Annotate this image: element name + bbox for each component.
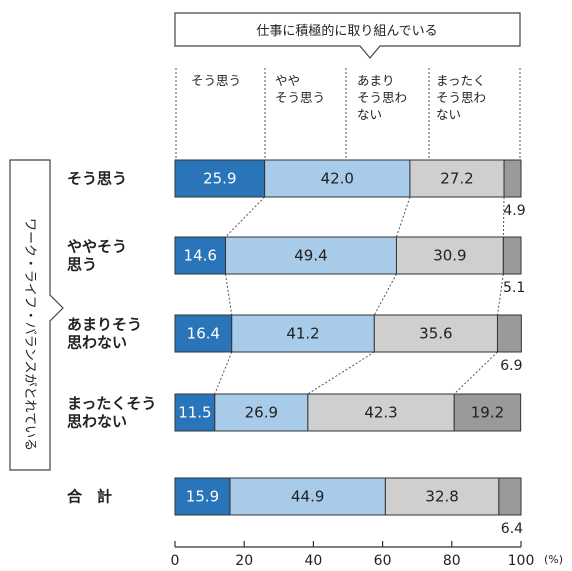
bar-segment xyxy=(503,159,522,198)
legend-entry-4: まったく xyxy=(436,73,486,88)
bar-segment xyxy=(174,236,227,275)
bar-segment xyxy=(264,159,411,198)
legend-entry-4: ない xyxy=(436,107,461,122)
x-tick-label: 60 xyxy=(374,553,392,569)
connector-line xyxy=(453,351,498,395)
row-group-bracket xyxy=(9,159,64,471)
data-label: 30.9 xyxy=(433,247,466,265)
data-label: 42.0 xyxy=(321,170,354,188)
category-label: 思わない xyxy=(67,334,127,352)
data-label: 44.9 xyxy=(291,488,324,506)
legend-entry-4: そう思わ xyxy=(436,90,486,105)
legend-entry-3: そう思わ xyxy=(357,90,407,105)
bar-segment xyxy=(174,477,231,516)
data-label: 16.4 xyxy=(187,325,220,343)
category-label: 合 計 xyxy=(66,488,112,506)
data-label: 26.9 xyxy=(245,404,278,422)
data-label: 15.9 xyxy=(186,488,219,506)
bar-segment xyxy=(231,314,375,353)
category-label: まったくそう xyxy=(67,395,156,413)
category-label: 思わない xyxy=(67,413,127,431)
bar-segment xyxy=(395,236,504,275)
guide-lines xyxy=(9,12,522,548)
bar-segment xyxy=(307,393,455,432)
connector-line xyxy=(225,196,265,238)
bars xyxy=(174,159,522,516)
connector-line xyxy=(214,351,233,395)
data-label: 6.4 xyxy=(501,521,523,537)
x-tick-label: 40 xyxy=(304,553,322,569)
data-label: 19.2 xyxy=(471,404,504,422)
category-label: そう思う xyxy=(67,170,127,188)
category-label: ややそう xyxy=(67,238,127,256)
connector-line xyxy=(225,273,233,316)
bar-segment xyxy=(496,314,522,353)
data-label: 35.6 xyxy=(419,325,452,343)
bar-segment xyxy=(453,393,522,432)
title-callout-box xyxy=(174,12,521,59)
data-label: 6.9 xyxy=(500,358,522,374)
legend-entry-2: そう思う xyxy=(275,90,325,105)
x-tick-label: 100 xyxy=(508,553,535,569)
connector-line xyxy=(496,273,504,316)
connector-line xyxy=(502,196,505,238)
x-tick-label: 20 xyxy=(235,553,253,569)
data-label: 41.2 xyxy=(286,325,319,343)
data-label: 32.8 xyxy=(425,488,458,506)
bar-segment xyxy=(384,477,500,516)
bar-segment xyxy=(498,477,522,516)
x-tick-label: 0 xyxy=(171,553,180,569)
row-group-label: ワーク・ライフ・バランスがとれている xyxy=(22,218,37,451)
legend-entry-1: そう思う xyxy=(191,73,241,88)
bar-segment xyxy=(229,477,386,516)
category-label: あまりそう xyxy=(67,316,142,334)
data-label: 25.9 xyxy=(203,170,236,188)
category-label: 思う xyxy=(67,256,97,274)
data-label: 27.2 xyxy=(440,170,473,188)
data-label: 4.9 xyxy=(503,203,525,219)
chart-title: 仕事に積極的に取り組んでいる xyxy=(256,23,437,39)
data-label: 11.5 xyxy=(178,404,211,422)
legend-entry-3: ない xyxy=(357,107,382,122)
legend-entry-3: あまり xyxy=(357,73,395,88)
legend-entry-2: やや xyxy=(275,73,300,88)
data-label: 42.3 xyxy=(364,404,397,422)
connector-line xyxy=(307,351,375,395)
connector-line xyxy=(373,273,397,316)
data-label: 5.1 xyxy=(503,280,525,296)
data-label: 49.4 xyxy=(294,247,327,265)
connector-line xyxy=(395,196,411,238)
bar-segment xyxy=(502,236,522,275)
x-tick-label: 80 xyxy=(443,553,461,569)
bar-segment xyxy=(174,393,216,432)
x-unit-label: (%) xyxy=(544,553,563,566)
data-label: 14.6 xyxy=(184,247,217,265)
